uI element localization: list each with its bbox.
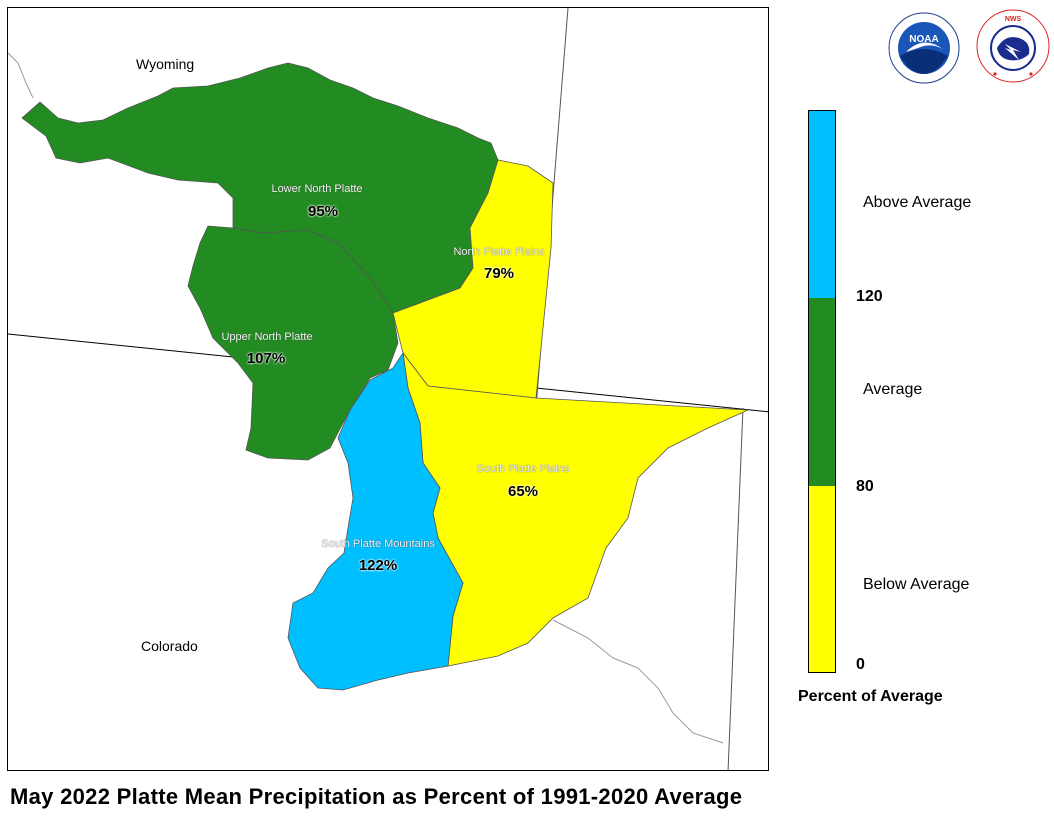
legend-tick-0: 0 bbox=[856, 656, 865, 673]
river-line-west bbox=[8, 52, 34, 99]
legend-label-below: Below Average bbox=[863, 576, 970, 593]
noaa-logo-text: NOAA bbox=[909, 34, 938, 45]
basin-value-north-platte-plains: 79% bbox=[483, 265, 515, 282]
basin-name-south-platte-mountains: South Platte Mountains bbox=[321, 538, 435, 550]
basin-name-upper-north-platte: Upper North Platte bbox=[221, 331, 313, 343]
legend-tick-80: 80 bbox=[856, 478, 874, 495]
legend-label-average: Average bbox=[863, 381, 923, 398]
legend-title: Percent of Average bbox=[798, 688, 943, 705]
basin-south-platte-mountains[interactable] bbox=[287, 351, 464, 691]
basin-value-upper-north-platte: 107% bbox=[246, 350, 286, 367]
page-title: May 2022 Platte Mean Precipitation as Pe… bbox=[10, 784, 743, 809]
legend-label-above: Above Average bbox=[863, 194, 972, 211]
basin-name-north-platte-plains: North Platte Plains bbox=[453, 246, 545, 258]
river-line-south bbox=[552, 619, 724, 744]
legend-swatch-below bbox=[809, 486, 835, 672]
legend-swatch-average bbox=[809, 298, 835, 486]
legend-tick-120: 120 bbox=[856, 288, 883, 305]
basin-south-platte-plains[interactable] bbox=[402, 351, 749, 667]
basin-value-south-platte-plains: 65% bbox=[507, 483, 539, 500]
basin-value-lower-north-platte: 95% bbox=[307, 203, 339, 220]
basin-value-south-platte-mountains: 122% bbox=[358, 557, 398, 574]
basin-upper-north-platte[interactable] bbox=[187, 225, 399, 461]
county-line-east bbox=[727, 407, 744, 770]
nws-logo-text: NWS bbox=[1005, 16, 1022, 23]
noaa-logo: NOAA bbox=[888, 12, 960, 84]
basin-name-south-platte-plains: South Platte Plains bbox=[476, 463, 570, 475]
map-canvas bbox=[8, 8, 768, 770]
map-frame: Wyoming Colorado Lower North Platte 95% … bbox=[7, 7, 769, 771]
state-label-wyoming: Wyoming bbox=[136, 56, 195, 72]
legend-color-bar bbox=[808, 110, 836, 673]
basin-name-lower-north-platte: Lower North Platte bbox=[271, 183, 363, 195]
legend-swatch-above bbox=[809, 111, 835, 298]
nws-logo: NWS bbox=[976, 9, 1050, 83]
state-label-colorado: Colorado bbox=[141, 638, 198, 654]
